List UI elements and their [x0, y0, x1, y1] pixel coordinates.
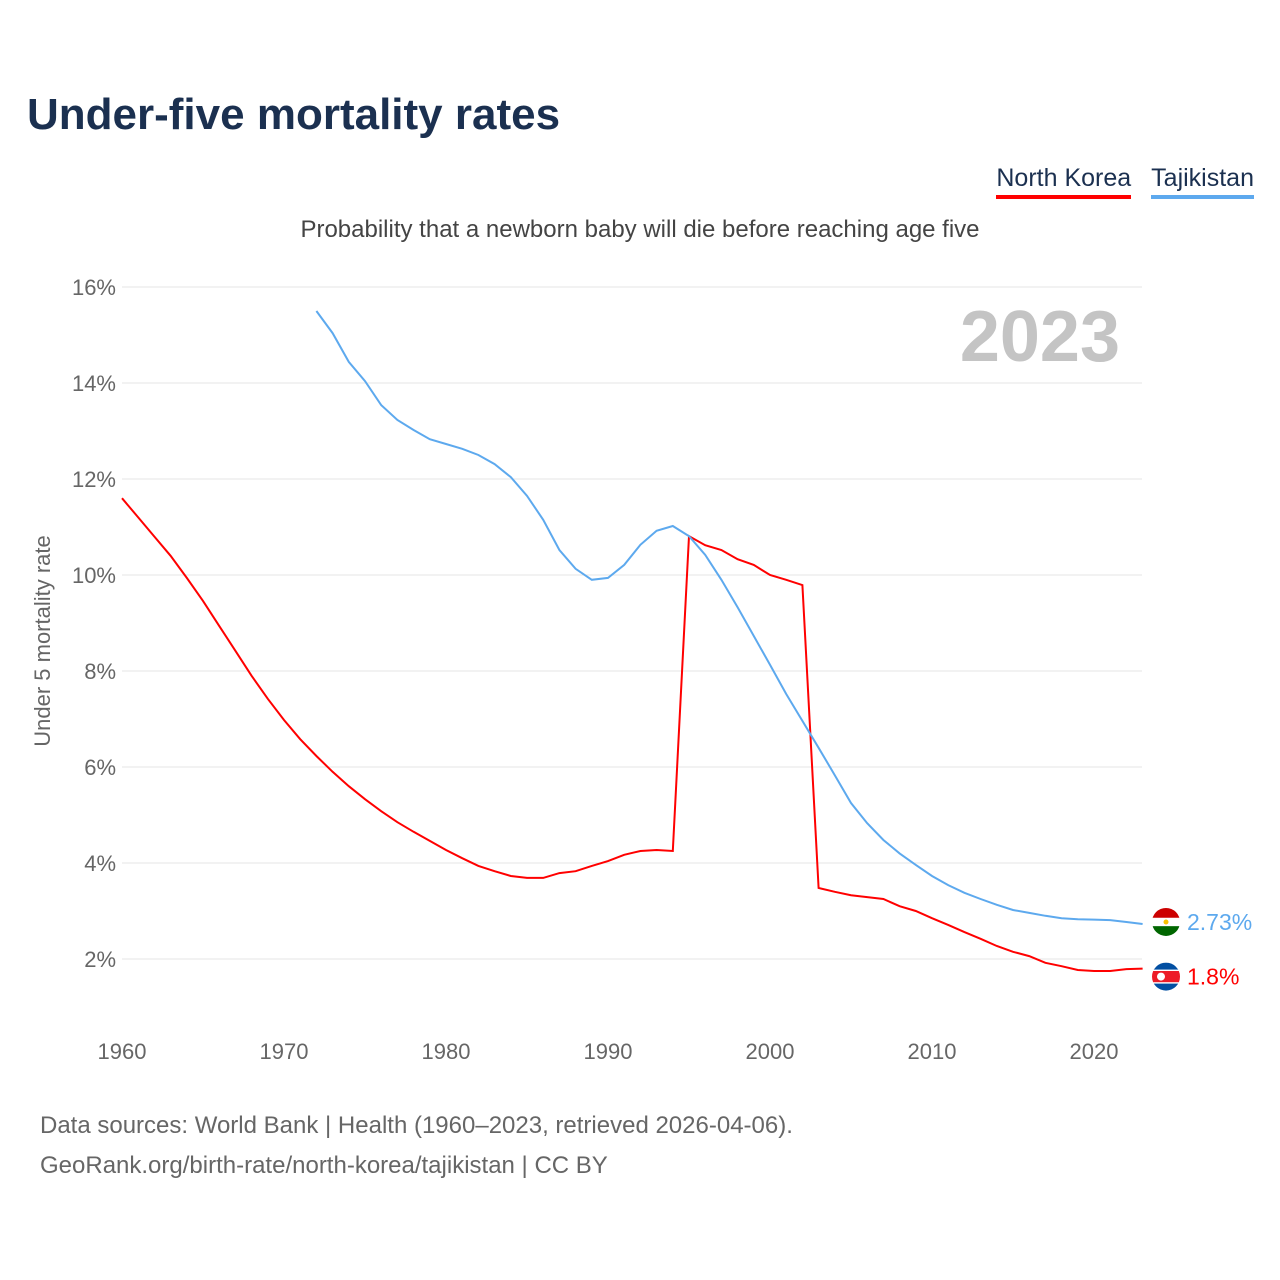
- x-tick-label: 1990: [584, 1039, 633, 1064]
- legend-tajikistan[interactable]: Tajikistan: [1151, 164, 1254, 199]
- series-line-tajikistan: [315, 310, 1143, 925]
- x-tick-label: 1980: [422, 1039, 471, 1064]
- footer: Data sources: World Bank | Health (1960–…: [40, 1106, 793, 1186]
- source-link[interactable]: GeoRank.org/birth-rate/north-korea/tajik…: [40, 1152, 608, 1179]
- north-korea-flag-icon: [1152, 962, 1180, 991]
- y-tick-label: 12%: [72, 467, 116, 492]
- y-tick-label: 10%: [72, 563, 116, 588]
- chart-subtitle: Probability that a newborn baby will die…: [300, 216, 980, 243]
- y-tick-label: 4%: [84, 851, 116, 876]
- y-tick-label: 8%: [84, 659, 116, 684]
- y-tick-label: 2%: [84, 947, 116, 972]
- y-axis-label: Under 5 mortality rate: [30, 535, 55, 747]
- x-tick-label: 2020: [1070, 1039, 1119, 1064]
- y-tick-label: 6%: [84, 755, 116, 780]
- tajikistan-flag-icon: [1152, 907, 1180, 936]
- series-line-north-korea: [121, 497, 1143, 972]
- y-tick-label: 16%: [72, 275, 116, 300]
- y-tick-label: 14%: [72, 371, 116, 396]
- x-tick-label: 2010: [908, 1039, 957, 1064]
- data-sources: Data sources: World Bank | Health (1960–…: [40, 1112, 793, 1139]
- end-value-label: 1.8%: [1187, 964, 1239, 990]
- year-label: 2023: [960, 297, 1120, 377]
- x-tick-label: 2000: [746, 1039, 795, 1064]
- x-tick-label: 1960: [98, 1039, 147, 1064]
- chart-title: Under-five mortality rates: [27, 90, 561, 139]
- end-value-label: 2.73%: [1187, 909, 1252, 935]
- x-tick-label: 1970: [260, 1039, 309, 1064]
- legend: North Korea Tajikistan: [996, 164, 1254, 199]
- legend-north-korea[interactable]: North Korea: [996, 164, 1132, 199]
